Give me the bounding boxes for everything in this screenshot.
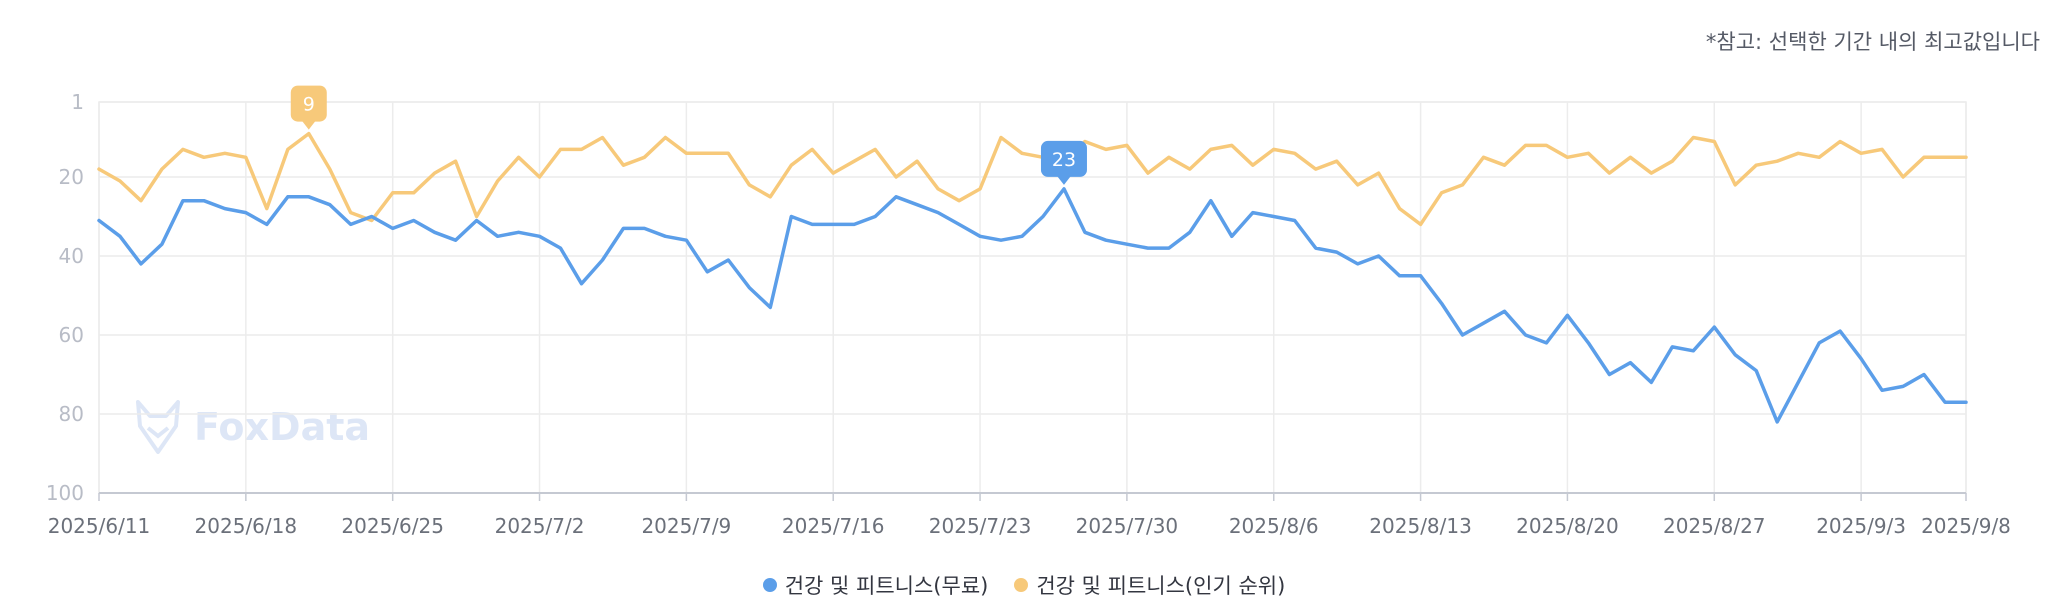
- watermark-text: FoxData: [194, 405, 371, 449]
- legend-item-popular[interactable]: 건강 및 피트니스(인기 순위): [1014, 570, 1285, 600]
- y-tick-label: 60: [59, 323, 84, 347]
- legend-dot-free: [762, 578, 777, 592]
- x-tick-label: 2025/6/11: [48, 514, 151, 538]
- y-tick-label: 80: [59, 402, 84, 426]
- x-tick-label: 2025/8/20: [1516, 514, 1619, 538]
- x-tick-label: 2025/8/27: [1663, 514, 1766, 538]
- foxdata-watermark: FoxData: [134, 400, 370, 454]
- y-tick-label: 1: [71, 90, 84, 114]
- peak-callout-label: 9: [303, 94, 315, 116]
- x-tick-label: 2025/7/23: [929, 514, 1032, 538]
- legend-item-free[interactable]: 건강 및 피트니스(무료): [762, 570, 989, 600]
- peak-callout-label: 23: [1052, 149, 1076, 171]
- plot-area: [98, 101, 1967, 494]
- x-tick-label: 2025/7/9: [641, 514, 731, 538]
- y-tick-label: 40: [59, 244, 84, 268]
- legend-label-free: 건강 및 피트니스(무료): [784, 574, 989, 598]
- x-tick-label: 2025/6/18: [195, 514, 298, 538]
- legend-dot-popular: [1014, 578, 1029, 592]
- chart-legend: 건강 및 피트니스(무료) 건강 및 피트니스(인기 순위): [0, 570, 2048, 600]
- series-line-popular: [97, 131, 1968, 227]
- legend-label-popular: 건강 및 피트니스(인기 순위): [1036, 574, 1286, 598]
- x-tick-label: 2025/8/13: [1369, 514, 1472, 538]
- x-tick-label: 2025/7/2: [495, 514, 585, 538]
- peak-callout-box: [290, 85, 327, 122]
- x-tick-label: 2025/8/6: [1229, 514, 1319, 538]
- x-tick-label: 2025/7/16: [782, 514, 885, 538]
- peak-callout-pointer: [1056, 175, 1071, 185]
- x-tick-label: 2025/9/8: [1921, 514, 2011, 538]
- chart-note: *참고: 선택한 기간 내의 최고값입니다: [1705, 30, 2040, 54]
- peak-callout-popular: 9: [290, 85, 327, 130]
- y-tick-label: 100: [46, 481, 84, 505]
- x-tick-label: 2025/9/3: [1816, 514, 1906, 538]
- rank-line-chart: 1 20 40 60 80 100 2025/6/11 2025/6/18 2025/6/25 2…: [46, 85, 2011, 538]
- y-tick-label: 20: [59, 165, 84, 189]
- peak-callout-box: [1040, 140, 1087, 177]
- x-tick-label: 2025/7/30: [1076, 514, 1179, 538]
- peak-callout-free: 23: [1040, 140, 1087, 185]
- series-line-free: [97, 187, 1968, 424]
- peak-callout-pointer: [301, 120, 316, 130]
- x-tick-label: 2025/6/25: [341, 514, 444, 538]
